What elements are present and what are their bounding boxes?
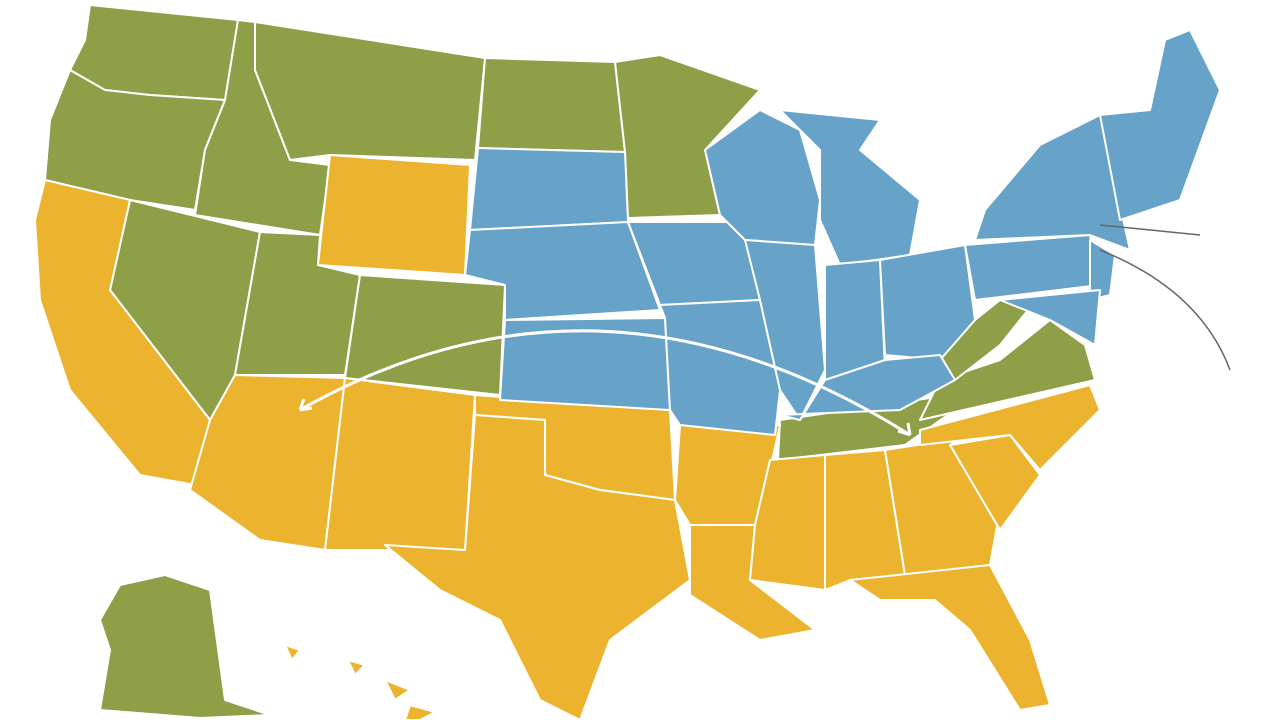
state — [949, 434, 1041, 531]
state — [999, 289, 1101, 346]
state — [469, 147, 629, 231]
state — [659, 299, 781, 436]
state — [1099, 29, 1221, 221]
state — [34, 179, 211, 486]
state — [849, 564, 1051, 711]
arrow — [299, 329, 911, 437]
arrow-head — [298, 398, 313, 412]
state — [317, 154, 471, 276]
state — [879, 244, 976, 361]
state — [99, 574, 271, 719]
connector — [1099, 249, 1231, 371]
arrows — [298, 224, 1231, 437]
arrow-head — [897, 422, 912, 437]
state — [347, 659, 366, 676]
state — [779, 354, 956, 421]
state — [477, 57, 626, 153]
state — [384, 679, 411, 701]
state — [254, 21, 486, 161]
state — [384, 414, 691, 720]
state — [919, 384, 1101, 471]
state — [749, 454, 826, 591]
state — [404, 704, 436, 720]
state — [964, 234, 1101, 301]
state — [704, 109, 821, 246]
state — [919, 319, 1096, 421]
state — [324, 377, 476, 551]
state — [284, 644, 301, 661]
connector — [1099, 224, 1201, 236]
states — [34, 4, 1221, 720]
state — [1089, 239, 1116, 301]
